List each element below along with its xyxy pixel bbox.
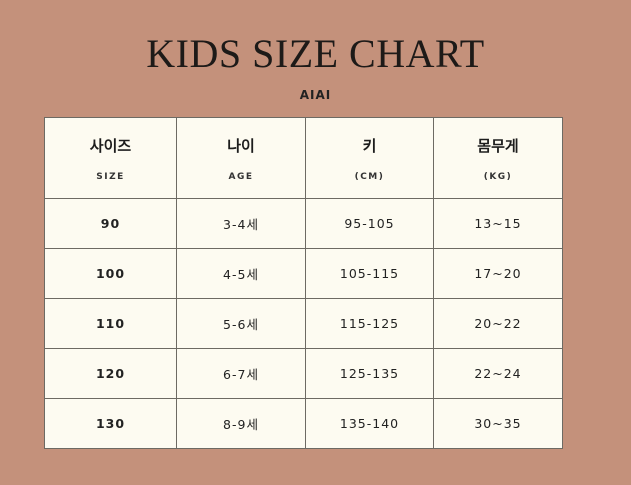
table-row: 110 5-6세 115-125 20~22 (44, 298, 563, 349)
cell-size: 100 (44, 248, 177, 299)
header-size: 사이즈 SIZE (44, 117, 177, 199)
cell-height: 115-125 (305, 298, 434, 349)
table-header-row: 사이즈 SIZE 나이 AGE 키 (CM) 몸무게 (KG) (44, 117, 563, 199)
cell-age: 5-6세 (176, 298, 306, 349)
cell-height: 135-140 (305, 398, 434, 449)
cell-age: 3-4세 (176, 198, 306, 249)
cell-weight: 17~20 (433, 248, 563, 299)
cell-weight: 13~15 (433, 198, 563, 249)
cell-height: 95-105 (305, 198, 434, 249)
cell-size: 110 (44, 298, 177, 349)
table-row: 90 3-4세 95-105 13~15 (44, 198, 563, 249)
header-height: 키 (CM) (305, 117, 434, 199)
cell-size: 130 (44, 398, 177, 449)
cell-age: 8-9세 (176, 398, 306, 449)
size-chart-table: 사이즈 SIZE 나이 AGE 키 (CM) 몸무게 (KG) 90 3-4세 95-105… (44, 117, 563, 449)
header-age: 나이 AGE (176, 117, 306, 199)
page-title: KIDS SIZE CHART (146, 31, 485, 76)
cell-weight: 30~35 (433, 398, 563, 449)
table-row: 130 8-9세 135-140 30~35 (44, 398, 563, 449)
cell-size: 120 (44, 348, 177, 399)
cell-age: 4-5세 (176, 248, 306, 299)
cell-height: 105-115 (305, 248, 434, 299)
cell-weight: 20~22 (433, 298, 563, 349)
cell-weight: 22~24 (433, 348, 563, 399)
cell-height: 125-135 (305, 348, 434, 399)
header-weight: 몸무게 (KG) (433, 117, 563, 199)
brand-name: AIAI (299, 88, 332, 102)
table-row: 120 6-7세 125-135 22~24 (44, 348, 563, 399)
table-row: 100 4-5세 105-115 17~20 (44, 248, 563, 299)
cell-size: 90 (44, 198, 177, 249)
cell-age: 6-7세 (176, 348, 306, 399)
